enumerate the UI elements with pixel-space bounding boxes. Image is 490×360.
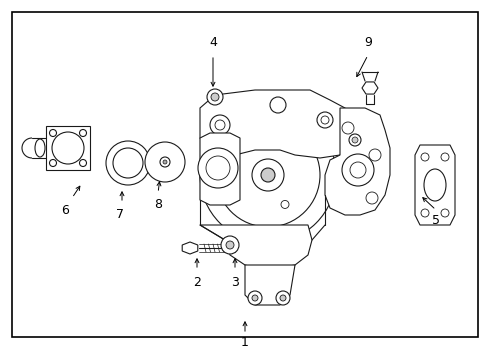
Circle shape bbox=[211, 93, 219, 101]
Circle shape bbox=[113, 148, 143, 178]
Circle shape bbox=[280, 295, 286, 301]
Circle shape bbox=[198, 148, 238, 188]
Circle shape bbox=[248, 291, 262, 305]
Circle shape bbox=[49, 130, 56, 136]
Circle shape bbox=[276, 291, 290, 305]
Circle shape bbox=[79, 159, 87, 166]
Polygon shape bbox=[362, 82, 378, 94]
Text: 8: 8 bbox=[154, 198, 162, 211]
Circle shape bbox=[252, 159, 284, 191]
Text: 6: 6 bbox=[61, 203, 69, 216]
Circle shape bbox=[350, 162, 366, 178]
Circle shape bbox=[207, 89, 223, 105]
Text: 7: 7 bbox=[116, 208, 124, 221]
Polygon shape bbox=[182, 242, 198, 254]
Circle shape bbox=[321, 116, 329, 124]
Circle shape bbox=[210, 115, 230, 135]
Circle shape bbox=[106, 141, 150, 185]
Polygon shape bbox=[415, 145, 455, 225]
Circle shape bbox=[160, 157, 170, 167]
Text: 3: 3 bbox=[231, 275, 239, 288]
Circle shape bbox=[216, 123, 320, 227]
Polygon shape bbox=[46, 126, 90, 170]
Circle shape bbox=[79, 130, 87, 136]
Polygon shape bbox=[245, 265, 295, 305]
Circle shape bbox=[145, 142, 185, 182]
Polygon shape bbox=[200, 225, 312, 270]
Circle shape bbox=[366, 192, 378, 204]
Circle shape bbox=[261, 168, 275, 182]
Text: 1: 1 bbox=[241, 336, 249, 348]
Circle shape bbox=[281, 141, 289, 149]
Polygon shape bbox=[325, 108, 390, 215]
Circle shape bbox=[281, 201, 289, 208]
Circle shape bbox=[49, 159, 56, 166]
Circle shape bbox=[349, 134, 361, 146]
Circle shape bbox=[226, 241, 234, 249]
Circle shape bbox=[421, 209, 429, 217]
Circle shape bbox=[200, 107, 336, 243]
Ellipse shape bbox=[35, 139, 45, 157]
Circle shape bbox=[163, 160, 167, 164]
Circle shape bbox=[317, 112, 333, 128]
Circle shape bbox=[369, 149, 381, 161]
Text: 2: 2 bbox=[193, 275, 201, 288]
Circle shape bbox=[270, 97, 286, 113]
Circle shape bbox=[342, 122, 354, 134]
Circle shape bbox=[342, 154, 374, 186]
Polygon shape bbox=[200, 133, 240, 205]
Circle shape bbox=[221, 236, 239, 254]
Circle shape bbox=[230, 171, 238, 179]
Circle shape bbox=[352, 137, 358, 143]
Circle shape bbox=[52, 132, 84, 164]
Circle shape bbox=[421, 153, 429, 161]
Text: 9: 9 bbox=[364, 36, 372, 49]
Text: 5: 5 bbox=[432, 213, 440, 226]
Circle shape bbox=[441, 209, 449, 217]
Circle shape bbox=[252, 295, 258, 301]
Ellipse shape bbox=[424, 169, 446, 201]
Circle shape bbox=[441, 153, 449, 161]
Circle shape bbox=[215, 120, 225, 130]
Circle shape bbox=[206, 156, 230, 180]
Polygon shape bbox=[200, 90, 355, 158]
Text: 4: 4 bbox=[209, 36, 217, 49]
